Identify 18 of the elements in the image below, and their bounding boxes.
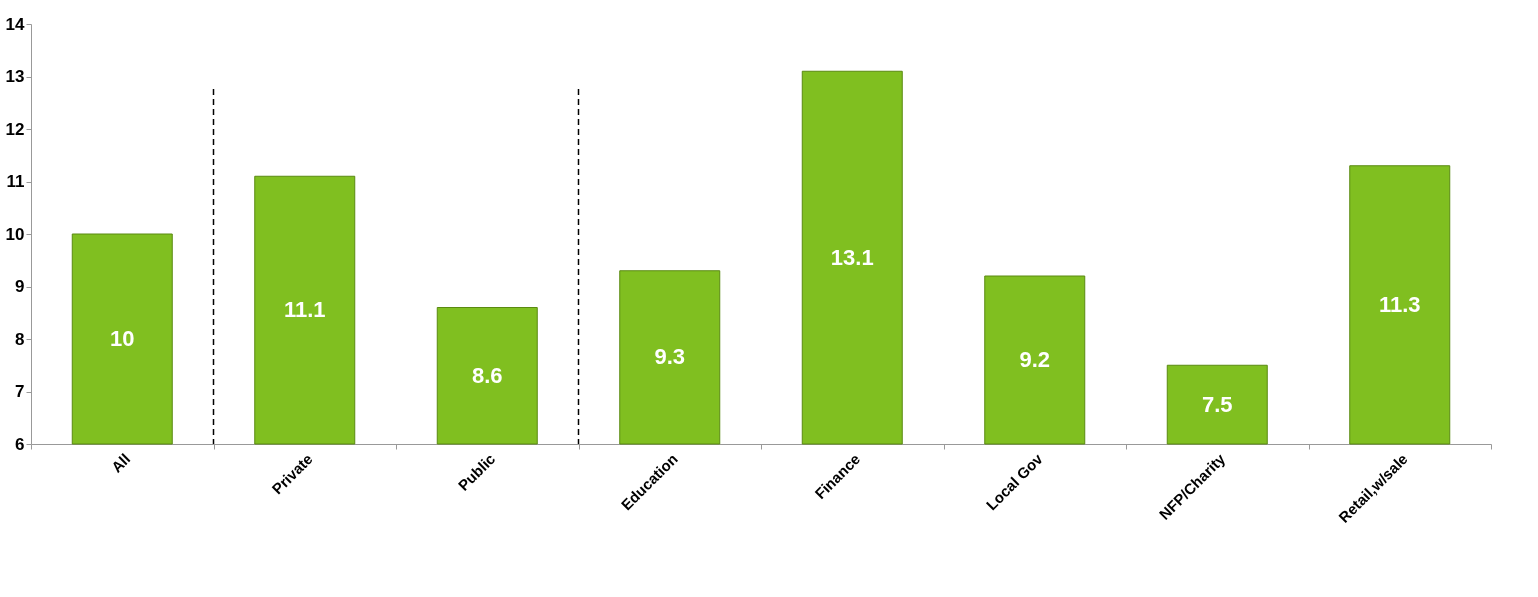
y-tick-label: 10: [5, 224, 25, 244]
y-tick-label: 11: [6, 172, 25, 191]
data-label: 9.2: [1019, 347, 1051, 372]
data-label: 7.5: [1201, 391, 1233, 417]
y-tick-label: 9: [15, 277, 25, 296]
data-label: 11.3: [1378, 291, 1421, 317]
data-label: 9.3: [654, 344, 686, 370]
y-tick-label: 8: [15, 329, 25, 349]
data-label: 10: [110, 326, 135, 351]
data-label: 8.6: [471, 362, 503, 388]
data-label: 13.1: [830, 244, 874, 270]
data-label: 11.1: [283, 297, 326, 323]
y-tick-label: 7: [15, 382, 25, 401]
x-tick-label: All: [107, 450, 134, 476]
y-tick-label: 14: [5, 14, 26, 34]
y-tick-label: 12: [5, 119, 25, 139]
y-tick-label: 13: [5, 67, 25, 86]
y-tick-label: 6: [15, 434, 25, 454]
